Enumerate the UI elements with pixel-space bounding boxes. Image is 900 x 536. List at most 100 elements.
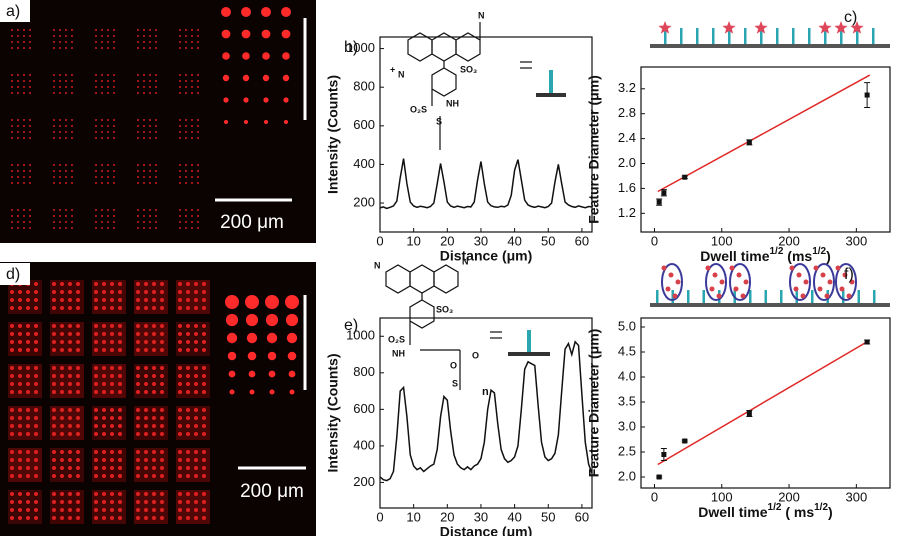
dot (18, 366, 22, 370)
dot (110, 324, 114, 328)
dot (142, 136, 146, 140)
dye (661, 265, 667, 271)
dot (76, 374, 80, 378)
dot (52, 79, 56, 83)
dot (190, 79, 194, 83)
dot (110, 492, 114, 496)
dot (154, 91, 158, 95)
dot (58, 46, 62, 50)
dye (789, 265, 795, 271)
dot (106, 175, 110, 179)
dot (52, 91, 56, 95)
dot (26, 332, 30, 336)
dot (76, 516, 80, 520)
dot (184, 73, 188, 77)
axis-label: Dwell time1/2 (ms1/2) (700, 246, 831, 264)
dot (269, 389, 275, 395)
dot (106, 73, 110, 77)
fit-line (657, 340, 869, 466)
dot (186, 466, 190, 470)
dot (68, 298, 72, 302)
plot-frame (640, 66, 891, 233)
dot (190, 118, 194, 122)
dot (136, 450, 140, 454)
dot (10, 500, 14, 504)
dot (16, 163, 20, 167)
dot (136, 124, 140, 128)
dot (284, 120, 288, 124)
dot (94, 208, 98, 212)
dot (34, 374, 38, 378)
dot (70, 124, 74, 128)
dot (194, 424, 198, 428)
y-tick-label: 200 (353, 474, 375, 489)
dot (184, 181, 188, 185)
dot (16, 46, 20, 50)
dot (106, 220, 110, 224)
dot (68, 374, 72, 378)
dot (202, 366, 206, 370)
dot (136, 208, 140, 212)
dot (52, 181, 56, 185)
dot (68, 340, 72, 344)
plot-frame (640, 317, 891, 489)
dot (94, 324, 98, 328)
dot (178, 382, 182, 386)
dot (94, 466, 98, 470)
dot (136, 28, 140, 32)
dot (194, 508, 198, 512)
dot (58, 214, 62, 218)
dot (196, 40, 200, 44)
dot (34, 416, 38, 420)
panel-label: e) (344, 317, 358, 334)
dot (94, 169, 98, 173)
dot (152, 424, 156, 428)
dot (10, 298, 14, 302)
linker (687, 290, 690, 303)
dot (154, 73, 158, 77)
dot (152, 390, 156, 394)
dye (849, 279, 855, 285)
dot (68, 290, 72, 294)
surface (650, 303, 890, 307)
dot (52, 340, 56, 344)
dot (178, 348, 182, 352)
dot (22, 130, 26, 134)
dot (152, 474, 156, 478)
dot (178, 306, 182, 310)
atom-label: O (450, 360, 457, 370)
dot (178, 79, 182, 83)
y-tick-label: 1000 (346, 328, 375, 343)
panel-label: b) (344, 39, 358, 56)
dot (52, 124, 56, 128)
dot (202, 348, 206, 352)
dot (178, 492, 182, 496)
dot (152, 382, 156, 386)
dot (178, 163, 182, 167)
dot (221, 7, 231, 17)
dot (52, 500, 56, 504)
dot (10, 130, 14, 134)
dot (94, 340, 98, 344)
x-tick-label: 0 (376, 233, 383, 248)
dot (136, 324, 140, 328)
dot (118, 474, 122, 478)
axis-label-part: 1/2 (814, 502, 828, 513)
dot (160, 500, 164, 504)
dot (68, 408, 72, 412)
dot (34, 366, 38, 370)
dot (190, 175, 194, 179)
dot (100, 91, 104, 95)
dot (10, 324, 14, 328)
dot (26, 500, 30, 504)
dot (26, 416, 30, 420)
dot (178, 118, 182, 122)
dot (68, 474, 72, 478)
dot (264, 120, 268, 124)
dot (60, 432, 64, 436)
dot (28, 136, 32, 140)
dot (94, 118, 98, 122)
dot (178, 175, 182, 179)
dot (160, 298, 164, 302)
